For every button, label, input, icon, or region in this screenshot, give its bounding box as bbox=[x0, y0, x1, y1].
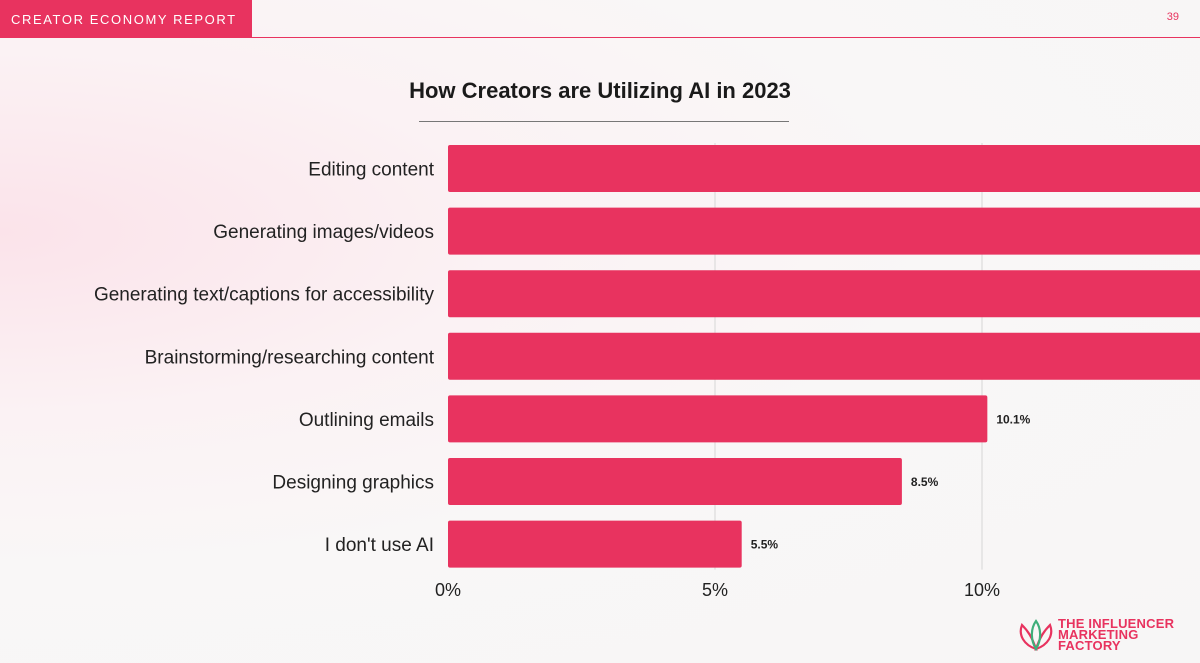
category-label-5: Designing graphics bbox=[272, 473, 434, 494]
header-divider bbox=[252, 37, 1200, 38]
category-label-1: Generating images/videos bbox=[213, 222, 434, 243]
bar-3 bbox=[448, 332, 1200, 380]
page-number: 39 bbox=[1166, 11, 1179, 23]
value-label-6: 5.5% bbox=[751, 538, 779, 552]
bar-5 bbox=[448, 458, 902, 505]
logo-line-3: FACTORY bbox=[1058, 638, 1121, 653]
bar-1 bbox=[448, 207, 1200, 255]
bar-6 bbox=[448, 520, 742, 568]
category-label-3: Brainstorming/researching content bbox=[145, 347, 435, 368]
category-label-4: Outlining emails bbox=[299, 410, 434, 431]
title-divider bbox=[419, 121, 789, 122]
value-label-4: 10.1% bbox=[996, 412, 1030, 426]
bar-4 bbox=[448, 395, 988, 443]
logo-line-1: THE INFLUENCER bbox=[1058, 616, 1175, 631]
value-label-5: 8.5% bbox=[911, 475, 939, 489]
bar-0 bbox=[448, 145, 1200, 192]
category-label-6: I don't use AI bbox=[325, 535, 434, 556]
x-tick-label-0: 0% bbox=[435, 580, 461, 600]
report-header-band: CREATOR ECONOMY REPORT bbox=[0, 0, 252, 38]
brand-logo-icon bbox=[1019, 619, 1053, 652]
report-label: CREATOR ECONOMY REPORT bbox=[11, 11, 237, 27]
x-tick-label-2: 10% bbox=[964, 580, 1000, 600]
category-label-0: Editing content bbox=[308, 160, 434, 181]
brand-logo-text: THE INFLUENCER MARKETING FACTORY bbox=[1058, 616, 1175, 653]
category-label-2: Generating text/captions for accessibili… bbox=[94, 285, 435, 306]
logo-line-2: MARKETING bbox=[1058, 627, 1139, 642]
chart-title: How Creators are Utilizing AI in 2023 bbox=[409, 78, 791, 103]
bar-2 bbox=[448, 270, 1200, 318]
x-tick-label-1: 5% bbox=[702, 580, 728, 600]
